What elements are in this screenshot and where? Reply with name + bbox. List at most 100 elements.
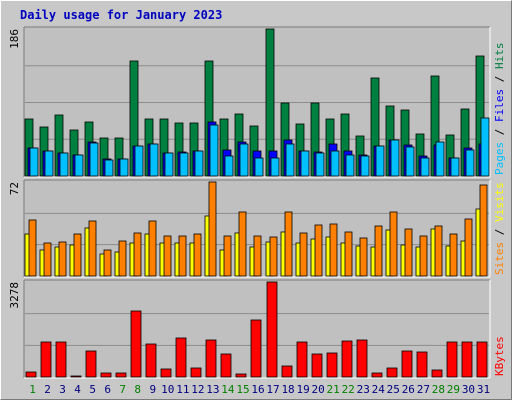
x-tick-label: 31: [477, 383, 490, 396]
legend-separator: /: [493, 69, 506, 89]
kbytes-bar: [115, 372, 127, 378]
x-tick-label: 8: [134, 383, 141, 396]
sites-bar: [103, 249, 112, 277]
chart-panels: 186 Pages / Files / Hits 72 Sites / Visits 3…: [8, 26, 506, 379]
x-tick-label: 23: [357, 383, 370, 396]
legend-kbytes: KBytes: [493, 336, 506, 376]
x-tick-label: 20: [312, 383, 325, 396]
pages-bar: [224, 155, 234, 177]
legend-visits: Visits: [493, 182, 506, 222]
x-tick-label: 7: [119, 383, 126, 396]
sites-bar: [464, 218, 473, 277]
kbytes-bar: [220, 353, 232, 378]
kbytes-bar: [250, 319, 262, 378]
visits-sites-ymax-label: 72: [8, 182, 21, 195]
sites-bar: [238, 211, 247, 277]
kbytes-bar: [461, 341, 473, 378]
kbytes-bar: [281, 365, 293, 378]
sites-bar: [178, 235, 187, 277]
x-tick-label: 11: [176, 383, 189, 396]
pages-bar: [330, 150, 340, 177]
x-tick-label: 19: [296, 383, 309, 396]
x-tick-label: 24: [372, 383, 386, 396]
sites-bar: [389, 211, 398, 277]
pages-bar: [149, 143, 159, 177]
kbytes-bar: [401, 350, 413, 378]
pages-bar: [194, 150, 204, 177]
sites-bar: [133, 232, 142, 277]
kbytes-ymax-label: 3278: [8, 282, 21, 309]
kbytes-bar: [175, 337, 187, 378]
kbytes-bar: [130, 310, 142, 378]
pages-bar: [450, 157, 460, 177]
sites-bar: [359, 237, 368, 277]
kbytes-legend: KBytes: [493, 336, 506, 376]
sites-bar: [223, 235, 232, 277]
x-tick-label: 27: [417, 383, 430, 396]
kbytes-bar: [311, 353, 323, 378]
kbytes-bar: [55, 341, 67, 378]
x-tick-label: 5: [89, 383, 96, 396]
kbytes-bar: [190, 367, 202, 378]
kbytes-bar: [205, 339, 217, 378]
pages-bar: [300, 150, 310, 177]
pages-bar: [89, 142, 99, 177]
legend-hits: Hits: [493, 43, 506, 70]
pages-bar: [435, 141, 445, 177]
kbytes-bar: [371, 372, 383, 378]
kbytes-bar: [40, 341, 52, 378]
x-tick-label: 26: [402, 383, 415, 396]
x-axis-labels: 1 2 3 4 5 6 7 8 9 10 11 12 13 14 15 16 17 18 19 20 21 22 23 24 2…: [29, 383, 490, 396]
kbytes-bar: [476, 341, 488, 378]
sites-bar: [28, 219, 37, 277]
legend-separator: /: [493, 122, 506, 142]
x-tick-label: 4: [74, 383, 81, 396]
pages-bar: [390, 139, 400, 177]
sites-bar: [344, 231, 353, 277]
sites-bar: [449, 233, 458, 277]
x-tick-label: 28: [432, 383, 445, 396]
pages-bar: [375, 145, 385, 177]
x-tick-label: 22: [342, 383, 355, 396]
sites-bar: [419, 235, 428, 277]
legend-files: Files: [493, 89, 506, 122]
sites-bar: [479, 184, 488, 277]
pages-bar: [405, 146, 415, 177]
kbytes-panel: 3278 KBytes: [8, 279, 506, 379]
kbytes-bar: [25, 371, 37, 378]
kbytes-bar: [296, 341, 308, 378]
sites-bar: [163, 235, 172, 277]
kbytes-bar: [341, 340, 353, 378]
chart-title: Daily usage for January 2023: [20, 8, 222, 22]
sites-bar: [253, 235, 262, 277]
x-tick-label: 12: [191, 383, 204, 396]
x-tick-label: 30: [462, 383, 475, 396]
visits-sites-legend: Sites / Visits: [493, 182, 506, 275]
kbytes-bar: [160, 368, 172, 378]
pages-bar: [285, 143, 295, 177]
pages-bar: [44, 150, 54, 177]
pages-bar: [465, 149, 475, 177]
sites-bar: [299, 232, 308, 277]
pages-bar: [345, 154, 355, 177]
sites-bar: [148, 220, 157, 277]
x-tick-label: 6: [104, 383, 111, 396]
pages-bar: [59, 152, 69, 177]
kbytes-bar: [145, 343, 157, 378]
legend-pages: Pages: [493, 142, 506, 175]
x-tick-label: 21: [327, 383, 340, 396]
x-tick-label: 3: [59, 383, 66, 396]
x-tick-label: 29: [447, 383, 460, 396]
x-tick-label: 17: [266, 383, 279, 396]
pages-bar: [119, 158, 129, 177]
pages-bar: [254, 157, 264, 177]
sites-bar: [374, 225, 383, 277]
x-tick-label: 13: [206, 383, 219, 396]
hits-files-pages-legend: Pages / Files / Hits: [493, 43, 506, 176]
visits-sites-panel: 72 Sites / Visits: [8, 179, 506, 278]
sites-bar: [193, 233, 202, 277]
legend-separator: /: [493, 222, 506, 242]
kbytes-bar: [356, 339, 368, 378]
kbytes-bar: [326, 352, 338, 378]
